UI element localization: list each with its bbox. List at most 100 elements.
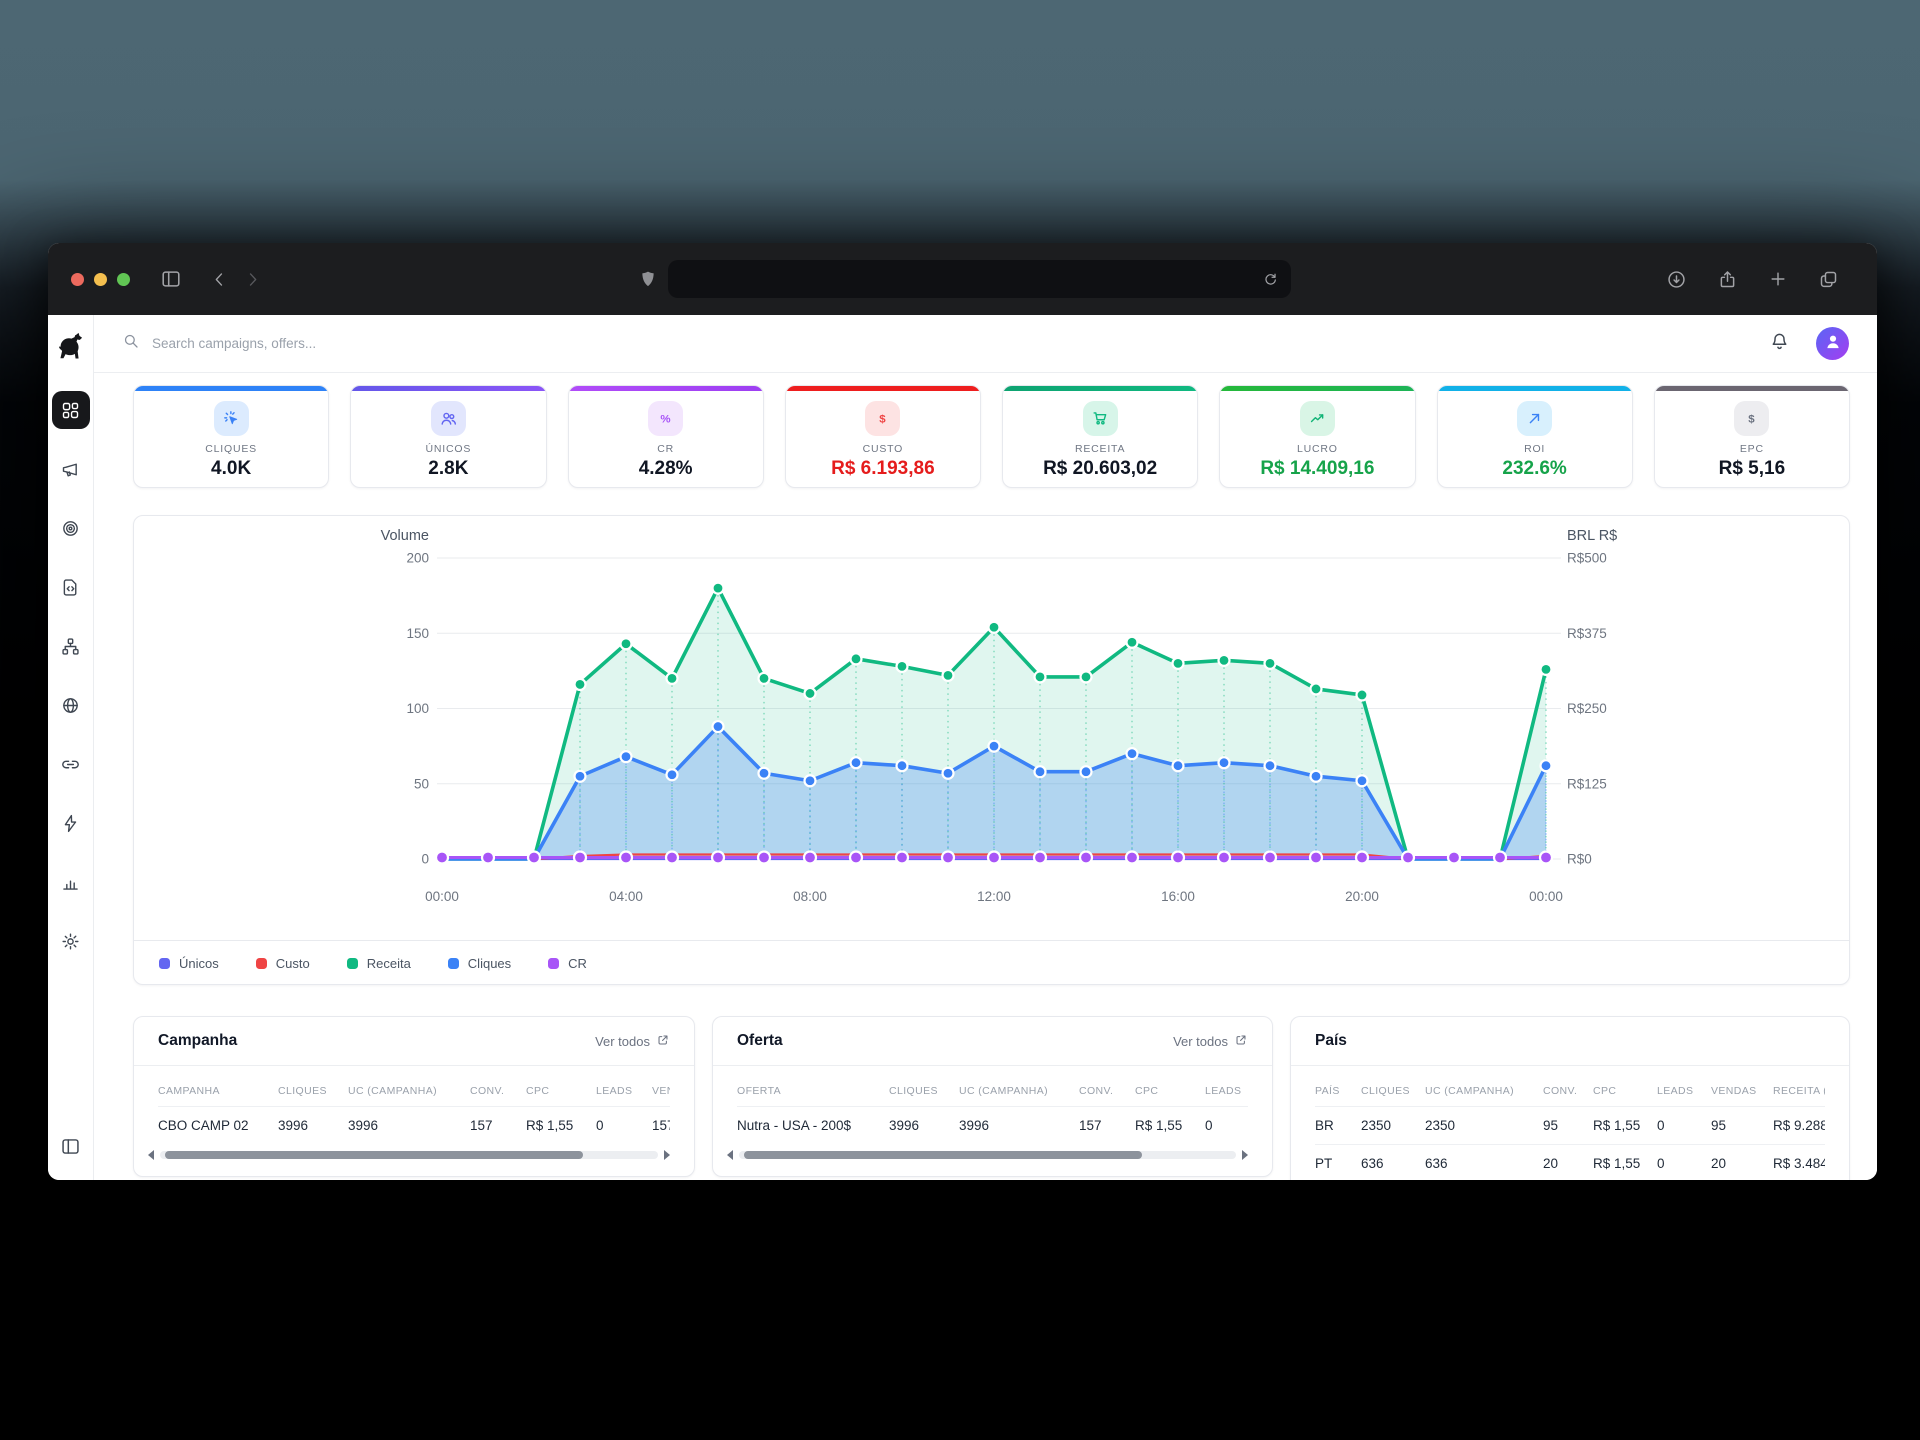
legend-swatch <box>159 957 170 969</box>
point-Receita <box>1539 662 1553 676</box>
new-tab-icon[interactable] <box>1768 269 1788 289</box>
summary-tables-row: Campanha Ver todos CAMPANHA CLIQUES UC (CAMP… <box>133 1016 1850 1180</box>
legend-swatch <box>255 957 267 969</box>
point-CR <box>572 850 588 865</box>
table-row[interactable]: PT 636 636 20 R$ 1,55 0 20 R$ 3.484,10 <box>1315 1144 1825 1180</box>
point-CR <box>894 850 910 865</box>
table-cell: 0 <box>1657 1156 1665 1171</box>
kpi-card-epc[interactable]: $ EPC R$ 5,16 <box>1653 385 1850 488</box>
table-cell: 2350 <box>1361 1118 1392 1133</box>
kpi-accent-strip <box>568 386 763 391</box>
point-Cliques <box>987 739 1001 753</box>
horizontal-scrollbar[interactable] <box>727 1150 1248 1160</box>
sidebar-item-file-code-icon[interactable] <box>52 568 90 606</box>
collapse-sidebar-icon[interactable] <box>60 1136 81 1162</box>
tab-overview-icon[interactable] <box>1818 269 1839 290</box>
kpi-card-lucro[interactable]: LUCRO R$ 14.409,16 <box>1219 385 1416 488</box>
point-CR <box>1124 850 1140 865</box>
scroll-left-arrow[interactable] <box>148 1150 154 1160</box>
traffic-light-minimize[interactable] <box>94 272 107 286</box>
kpi-card-únicos[interactable]: ÚNICOS 2.8K <box>350 385 547 488</box>
sidebar-item-zap-icon[interactable] <box>52 804 90 842</box>
sidebar-item-hierarchy-icon[interactable] <box>52 627 90 665</box>
legend-item-CR[interactable]: CR <box>548 956 587 971</box>
table-cell: Nutra - USA - 200$ <box>737 1118 852 1133</box>
scroll-right-arrow[interactable] <box>1242 1150 1248 1160</box>
address-bar[interactable] <box>667 260 1291 298</box>
shield-icon[interactable] <box>638 269 658 289</box>
browser-sidebar-toggle-icon[interactable] <box>160 268 182 290</box>
point-CR <box>618 850 634 865</box>
kpi-card-cliques[interactable]: CLIQUES 4.0K <box>133 385 330 488</box>
view-all-link[interactable]: Ver todos <box>595 1033 670 1050</box>
kpi-value: R$ 5,16 <box>1718 458 1786 479</box>
point-Receita <box>941 668 955 682</box>
scrollbar-track[interactable] <box>739 1151 1236 1159</box>
notifications-bell-icon[interactable] <box>1769 331 1790 357</box>
search-input[interactable] <box>152 336 572 351</box>
column-header: RECEITA (CO <box>1773 1085 1825 1097</box>
sidebar-item-bar-chart-icon[interactable] <box>52 863 90 901</box>
left-axis-title: Volume <box>381 528 429 544</box>
table-cell: 95 <box>1711 1118 1727 1133</box>
user-avatar[interactable] <box>1816 327 1849 360</box>
scrollbar-thumb[interactable] <box>743 1151 1142 1159</box>
sidebar-item-link-icon[interactable] <box>52 745 90 783</box>
sidebar-item-target-icon[interactable] <box>52 509 90 547</box>
point-Receita <box>1171 656 1185 670</box>
table-card-país: País PAÍS CLIQUES UC (CAMPANHA) CONV. CPC LEAD… <box>1290 1016 1850 1180</box>
sidebar-item-globe-icon[interactable] <box>52 686 90 724</box>
scrollbar-thumb[interactable] <box>164 1151 584 1159</box>
back-icon[interactable] <box>210 270 229 289</box>
global-search[interactable] <box>122 332 1769 355</box>
search-icon <box>122 332 140 355</box>
kpi-accent-strip <box>1003 386 1198 391</box>
legend-item-Receita[interactable]: Receita <box>346 955 411 971</box>
table-cell: 636 <box>1425 1156 1448 1171</box>
kpi-value: 232.6% <box>1502 458 1567 479</box>
sidebar-item-gear-icon[interactable] <box>52 922 90 960</box>
view-all-link[interactable]: Ver todos <box>1173 1033 1248 1050</box>
traffic-light-close[interactable] <box>71 272 84 286</box>
horizontal-scrollbar[interactable] <box>148 1150 670 1160</box>
point-Receita <box>1079 670 1093 684</box>
point-CR <box>986 850 1002 865</box>
sidebar-item-megaphone-icon[interactable] <box>52 450 90 488</box>
table-cell: R$ 1,55 <box>1593 1156 1641 1171</box>
point-Cliques <box>757 766 771 780</box>
scroll-left-arrow[interactable] <box>727 1150 733 1160</box>
traffic-light-zoom[interactable] <box>117 272 130 286</box>
column-header: CPC <box>1593 1085 1617 1097</box>
kpi-card-receita[interactable]: RECEITA R$ 20.603,02 <box>1002 385 1199 488</box>
table-cell: R$ 1,55 <box>1135 1118 1183 1133</box>
scrollbar-track[interactable] <box>160 1151 658 1159</box>
table-cell: 157 <box>652 1118 670 1133</box>
point-Receita <box>1309 682 1323 696</box>
table-cell: R$ 1,55 <box>1593 1118 1641 1133</box>
kpi-value: R$ 20.603,02 <box>1043 458 1158 479</box>
column-header: CLIQUES <box>889 1085 938 1097</box>
downloads-icon[interactable] <box>1666 269 1687 290</box>
table-row[interactable]: BR 2350 2350 95 R$ 1,55 0 95 R$ 9.288,09 <box>1315 1106 1825 1144</box>
legend-item-Custo[interactable]: Custo <box>255 956 310 971</box>
kpi-card-custo[interactable]: $ CUSTO R$ 6.193,86 <box>784 385 981 488</box>
kpi-card-roi[interactable]: ROI 232.6% <box>1436 385 1633 488</box>
scroll-right-arrow[interactable] <box>664 1150 670 1160</box>
column-header: LEADS <box>1205 1085 1242 1097</box>
table-cell: R$ 3.484,10 <box>1773 1156 1825 1171</box>
point-CR <box>756 850 772 865</box>
share-icon[interactable] <box>1717 269 1738 290</box>
legend-item-Cliques[interactable]: Cliques <box>447 956 511 971</box>
x-axis-tick: 08:00 <box>793 889 827 904</box>
forward-icon[interactable] <box>243 270 262 289</box>
reload-icon[interactable] <box>1262 271 1279 288</box>
kpi-card-cr[interactable]: % CR 4.28% <box>567 385 764 488</box>
kpi-label: RECEITA <box>1074 443 1126 455</box>
sidebar-item-grid-icon[interactable] <box>51 391 90 429</box>
column-header: UC (CAMPANHA) <box>1425 1085 1515 1097</box>
legend-label: Receita <box>366 955 411 971</box>
point-Cliques <box>573 769 587 783</box>
legend-item-Únicos[interactable]: Únicos <box>159 956 219 971</box>
